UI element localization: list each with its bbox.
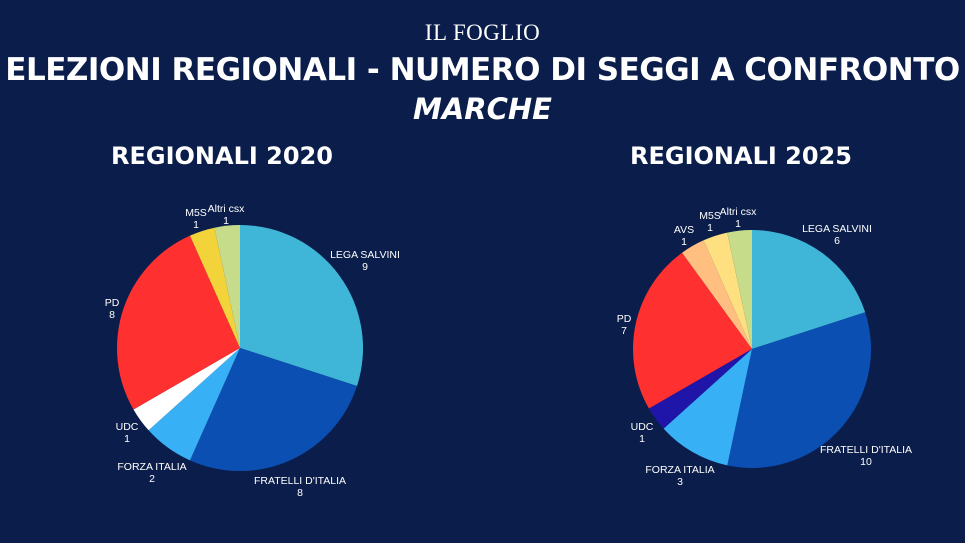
slice-label-m5s: M5S: [699, 210, 721, 222]
slice-label-pd: PD: [105, 297, 120, 309]
pie-slice-fratelli-d-italia: [727, 312, 872, 469]
pie-slice-udc: [648, 349, 752, 429]
slice-label-avs: AVS: [674, 224, 694, 236]
slice-label-fratelli-d-italia: FRATELLI D'ITALIA: [820, 444, 912, 456]
slice-label-udc: UDC: [116, 421, 139, 433]
slice-value-pd: 8: [109, 309, 115, 321]
slice-value-avs: 1: [681, 236, 687, 248]
slice-value-lega-salvini: 9: [362, 261, 368, 273]
pie-slice-forza-italia: [663, 349, 752, 466]
slice-value-altri-csx: 1: [223, 215, 229, 227]
pie-slice-lega-salvini: [752, 230, 866, 349]
chart-title-2025: REGIONALI 2025: [630, 142, 852, 170]
slice-label-forza-italia: FORZA ITALIA: [117, 461, 186, 473]
slice-value-fratelli-d-italia: 10: [860, 456, 872, 468]
slice-value-m5s: 1: [193, 219, 199, 231]
slice-label-altri-csx: Altri csx: [720, 206, 758, 218]
pie-slice-fratelli-d-italia: [189, 348, 357, 472]
brand-logo-text: IL FOGLIO: [424, 20, 541, 45]
pie-slice-m5s: [703, 232, 752, 349]
slice-label-udc: UDC: [631, 421, 654, 433]
slice-label-altri-csx: Altri csx: [208, 203, 246, 215]
pie-slice-pd: [632, 252, 752, 409]
slice-value-pd: 7: [621, 325, 627, 337]
slice-label-forza-italia: FORZA ITALIA: [645, 464, 714, 476]
page-title: ELEZIONI REGIONALI - NUMERO DI SEGGI A C…: [5, 52, 960, 88]
pie-slice-pd: [116, 235, 240, 410]
chart-title-2020: REGIONALI 2020: [111, 142, 333, 170]
slice-label-lega-salvini: LEGA SALVINI: [330, 249, 400, 261]
slice-label-fratelli-d-italia: FRATELLI D'ITALIA: [254, 475, 346, 487]
slice-value-udc: 1: [639, 433, 645, 445]
slice-value-udc: 1: [124, 433, 130, 445]
pie-slice-altri-csx: [727, 230, 752, 349]
slice-label-m5s: M5S: [185, 207, 207, 219]
pie-slice-avs: [682, 240, 752, 349]
pie-slice-udc: [133, 348, 240, 431]
slice-value-m5s: 1: [707, 222, 713, 234]
slice-value-fratelli-d-italia: 8: [297, 487, 303, 499]
slice-value-altri-csx: 1: [735, 218, 741, 230]
pie-slice-forza-italia: [148, 348, 240, 461]
pie-slice-lega-salvini: [240, 225, 364, 387]
slice-value-forza-italia: 3: [677, 476, 683, 488]
page-subtitle: MARCHE: [413, 92, 552, 126]
slice-value-lega-salvini: 6: [834, 235, 840, 247]
slice-label-pd: PD: [617, 313, 632, 325]
slice-value-forza-italia: 2: [149, 473, 155, 485]
pie-slice-altri-csx: [214, 225, 240, 348]
pie-slice-m5s: [189, 227, 240, 348]
slice-label-lega-salvini: LEGA SALVINI: [802, 223, 872, 235]
